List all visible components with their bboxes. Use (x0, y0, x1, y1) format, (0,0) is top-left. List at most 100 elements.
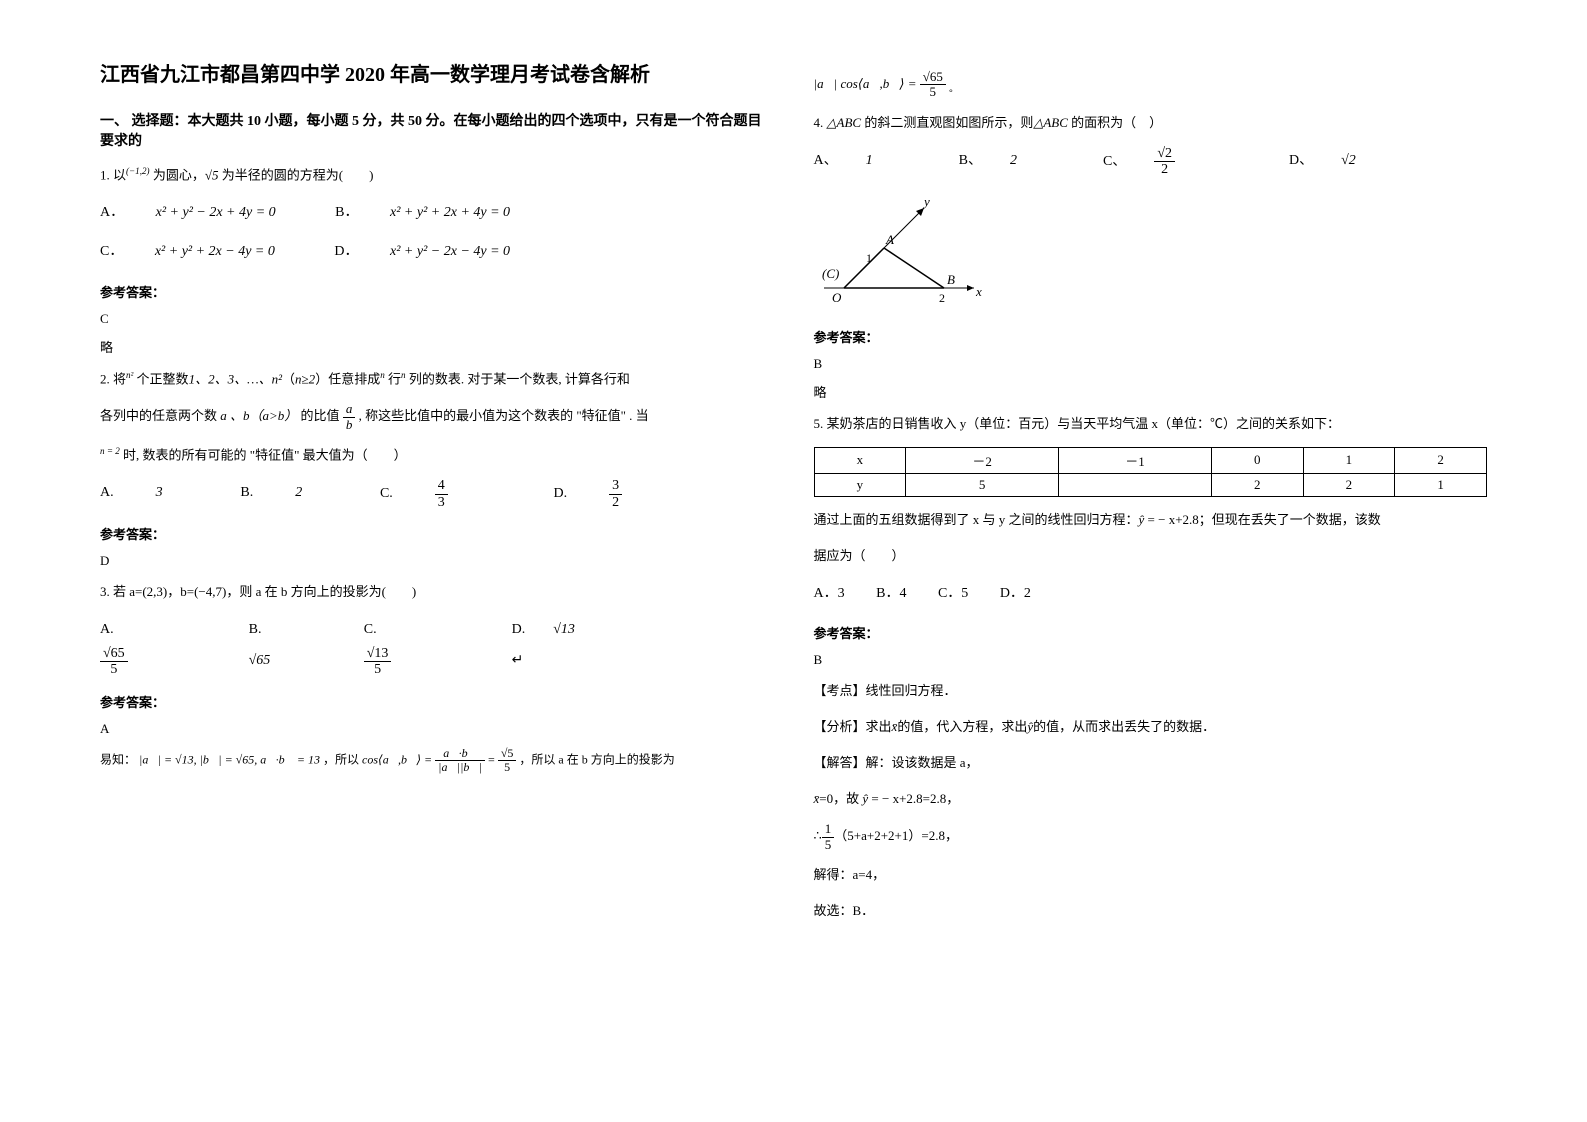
q5-jd1: 【解答】解：设该数据是 a， (814, 750, 1488, 776)
q1-note: 略 (100, 337, 774, 356)
q4-oBl: B、 (959, 146, 982, 177)
q3-expl-mid: ，所以 (323, 752, 359, 766)
q5-oC: C．5 (938, 579, 968, 610)
q4-sc: 的斜二测直观图如图所示，则 (861, 115, 1033, 130)
q2-l1c: 个正整数 (133, 371, 188, 386)
q2-l2d: , 称这些比值中的最小值为这个数表的 "特征值" . 当 (359, 408, 649, 423)
q3-oA-l: A. (100, 615, 114, 646)
q3-expl-1: |a⃗| = √13, |b⃗| = √65, a⃗·b⃗ = 13 (139, 752, 320, 766)
q2-l1d: 1、2、3、…、n² (189, 371, 282, 386)
q5-kpv: 线性回归方程． (866, 683, 957, 698)
q5-jd3b: （5+a+2+2+1）=2.8， (834, 828, 958, 843)
q5-kpl: 【考点】 (814, 683, 866, 698)
q2-oC-n: 4 (435, 478, 448, 494)
q3-oB: √65 (249, 646, 271, 677)
q1-opts-row1: A． x² + y² − 2x + 4y = 0 B． x² + y² + 2x… (100, 198, 774, 229)
q2-l1i: 行 (385, 371, 401, 386)
svg-text:A: A (885, 232, 894, 247)
q2-oC-d: 3 (435, 495, 448, 510)
q3-ans: A (100, 721, 774, 737)
q3-ans-label: 参考答案： (100, 692, 774, 711)
q5-ans: B (814, 652, 1488, 668)
q1-optC: x² + y² + 2x − 4y = 0 (155, 237, 275, 268)
q3-rtn: √65 (920, 70, 946, 85)
q5-l2c: = − x+2.8；但现在丢失了一个数据，该数 (1144, 512, 1381, 527)
cell: 2 (1211, 473, 1303, 496)
q2-l1a: 2. 将 (100, 371, 126, 386)
q5-fxe: 的值，从而求出丢失了的数据． (1033, 719, 1215, 734)
q3-rt: |a⃗| cos⟨a⃗,b⃗⟩ = (814, 76, 920, 91)
cell: 1 (1395, 473, 1487, 496)
cell: 1 (1303, 447, 1395, 473)
q4-se: 的面积为（ ） (1068, 115, 1162, 130)
q3-oA-d: 5 (100, 662, 128, 677)
q5-jd3n: 1 (822, 822, 835, 837)
q1-optB-label: B． (335, 198, 358, 229)
q4-oD: √2 (1341, 146, 1356, 177)
svg-text:2: 2 (939, 291, 945, 305)
q3-oB-l: B. (249, 615, 262, 646)
q2-frac-n: a (343, 402, 356, 417)
q1-optD-label: D． (334, 237, 358, 268)
q1-radius: √5 (205, 167, 219, 182)
q3-oC-d: 5 (364, 662, 392, 677)
q3-right-top: |a⃗| cos⟨a⃗,b⃗⟩ = √655 。 (814, 70, 1488, 100)
q5-opts: A．3 B．4 C．5 D．2 (814, 579, 1488, 610)
svg-text:x: x (975, 284, 982, 299)
q2-l2a: 各列中的任意两个数 (100, 408, 220, 423)
q4-oCn: √2 (1154, 146, 1175, 162)
cell: 5 (906, 473, 1059, 496)
cell: 2 (1303, 473, 1395, 496)
table-row: x －2 －1 0 1 2 (814, 447, 1487, 473)
q1-optC-label: C． (100, 237, 123, 268)
svg-text:y: y (922, 194, 930, 209)
q3-oD: √13 (553, 615, 575, 646)
q4-sb: △ABC (827, 115, 862, 130)
q3-stem: 3. 若 a=(2,3)，b=(−4,7)，则 a 在 b 方向上的投影为( ) (100, 579, 774, 605)
q2-l2b: a 、b（a>b） (220, 408, 297, 423)
q1-optA: x² + y² − 2x + 4y = 0 (156, 198, 276, 229)
q1-stem-mid: 为圆心， (150, 167, 205, 182)
q5-fxa: 求出 (866, 719, 892, 734)
q5-oD: D．2 (1000, 579, 1031, 610)
q3-ef1n: a⃗·b⃗ (435, 747, 485, 761)
q5-l2a: 通过上面的五组数据得到了 x 与 y 之间的线性回归方程： (814, 512, 1139, 527)
q4-sa: 4. (814, 115, 827, 130)
q2-l3a: n = 2 (100, 446, 120, 456)
q4-oB: 2 (1010, 146, 1017, 177)
q1-ans: C (100, 311, 774, 327)
q3-expl: 易知： |a⃗| = √13, |b⃗| = √65, a⃗·b⃗ = 13 ，… (100, 747, 774, 774)
q3-expl-cos: cos⟨a⃗,b⃗⟩ = (362, 752, 435, 766)
cell: y (814, 473, 906, 496)
q1-center: (−1,2) (126, 166, 150, 176)
q2-oD-d: 2 (609, 495, 622, 510)
q3-rts: 。 (949, 83, 958, 93)
left-column: 江西省九江市都昌第四中学 2020 年高一数学理月考试卷含解析 一、 选择题：本… (80, 60, 794, 1082)
q3-rtd: 5 (920, 85, 946, 99)
q5-fxl: 【分析】 (814, 719, 866, 734)
q1-opts-row2: C． x² + y² + 2x − 4y = 0 D． x² + y² − 2x… (100, 237, 774, 268)
q4-opts: A、1 B、2 C、√22 D、√2 (814, 146, 1488, 178)
q1-stem-suffix: 为半径的圆的方程为( ) (218, 167, 373, 182)
q2-line2: 各列中的任意两个数 a 、b（a>b） 的比值 ab , 称这些比值中的最小值为… (100, 402, 774, 432)
q2-opts: A. 3 B. 2 C. 43 D. 32 (100, 478, 706, 510)
q3-expl-pre: 易知： (100, 752, 136, 766)
q3-expl-suf: ，所以 a 在 b 方向上的投影为 (519, 752, 674, 766)
q3-opts: A.√655 B.√65 C.√135 D.√13↵ (100, 615, 639, 678)
q5-jd4: 解得：a=4， (814, 862, 1488, 888)
q2-l1e: （ (282, 371, 295, 386)
q2-oD-n: 3 (609, 478, 622, 494)
q2-ans: D (100, 553, 774, 569)
q2-frac-d: b (343, 418, 356, 432)
q3-oD-l: D. (512, 615, 526, 646)
svg-text:1: 1 (866, 251, 872, 265)
cell: x (814, 447, 906, 473)
q3-oA-n: √65 (100, 646, 128, 662)
cell: －2 (906, 447, 1059, 473)
cell: 0 (1211, 447, 1303, 473)
q5-jd5: 故选：B． (814, 898, 1488, 924)
right-column: |a⃗| cos⟨a⃗,b⃗⟩ = √655 。 4. △ABC 的斜二测直观图… (794, 60, 1508, 1082)
cell: 2 (1395, 447, 1487, 473)
section-head: 一、 选择题：本大题共 10 小题，每小题 5 分，共 50 分。在每小题给出的… (100, 110, 774, 150)
svg-text:B: B (947, 272, 955, 287)
